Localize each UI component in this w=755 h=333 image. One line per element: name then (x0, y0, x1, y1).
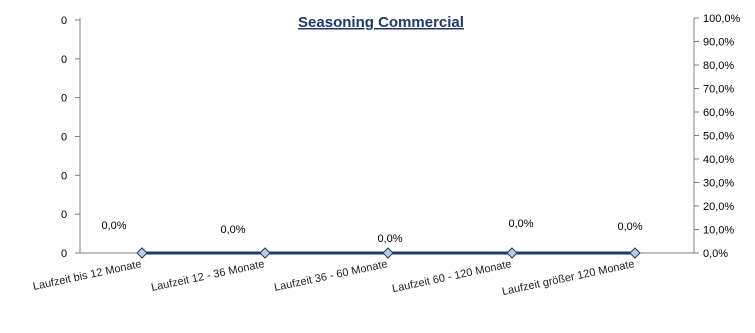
x-category-label: Laufzeit 36 - 60 Monate (273, 258, 389, 294)
left-tick-label: 0 (61, 170, 67, 182)
left-tick-label: 0 (61, 54, 67, 66)
x-category-label: Laufzeit 60 - 120 Monate (391, 258, 513, 295)
right-tick-label: 100,0% (703, 13, 741, 25)
data-point-marker (506, 247, 518, 259)
data-point-marker (382, 247, 394, 259)
data-point-marker (136, 247, 148, 259)
left-tick-label: 0 (61, 15, 67, 27)
right-tick-label: 50,0% (703, 131, 734, 143)
right-tick-label: 30,0% (703, 178, 734, 190)
x-category-label: Laufzeit 12 - 36 Monate (150, 258, 266, 294)
left-tick-label: 0 (61, 132, 67, 144)
right-tick-label: 10,0% (703, 225, 734, 237)
x-category-label: Laufzeit bis 12 Monate (32, 258, 143, 293)
right-tick-label: 40,0% (703, 154, 734, 166)
data-label: 0,0% (101, 220, 126, 232)
chart-title: Seasoning Commercial (298, 14, 464, 31)
right-tick-label: 70,0% (703, 84, 734, 96)
data-point-marker (259, 247, 271, 259)
right-tick-label: 80,0% (703, 60, 734, 72)
data-label: 0,0% (617, 221, 642, 233)
right-tick-label: 20,0% (703, 201, 734, 213)
left-tick-label: 0 (61, 209, 67, 221)
x-category-label: Laufzeit größer 120 Monate (501, 258, 636, 298)
left-tick-label: 0 (61, 248, 67, 260)
right-tick-label: 60,0% (703, 107, 734, 119)
left-tick-label: 0 (61, 93, 67, 105)
right-tick-label: 0,0% (703, 248, 728, 260)
right-tick-label: 90,0% (703, 37, 734, 49)
data-label: 0,0% (508, 218, 533, 230)
data-label: 0,0% (377, 233, 402, 245)
data-label: 0,0% (220, 224, 245, 236)
data-point-marker (629, 247, 641, 259)
